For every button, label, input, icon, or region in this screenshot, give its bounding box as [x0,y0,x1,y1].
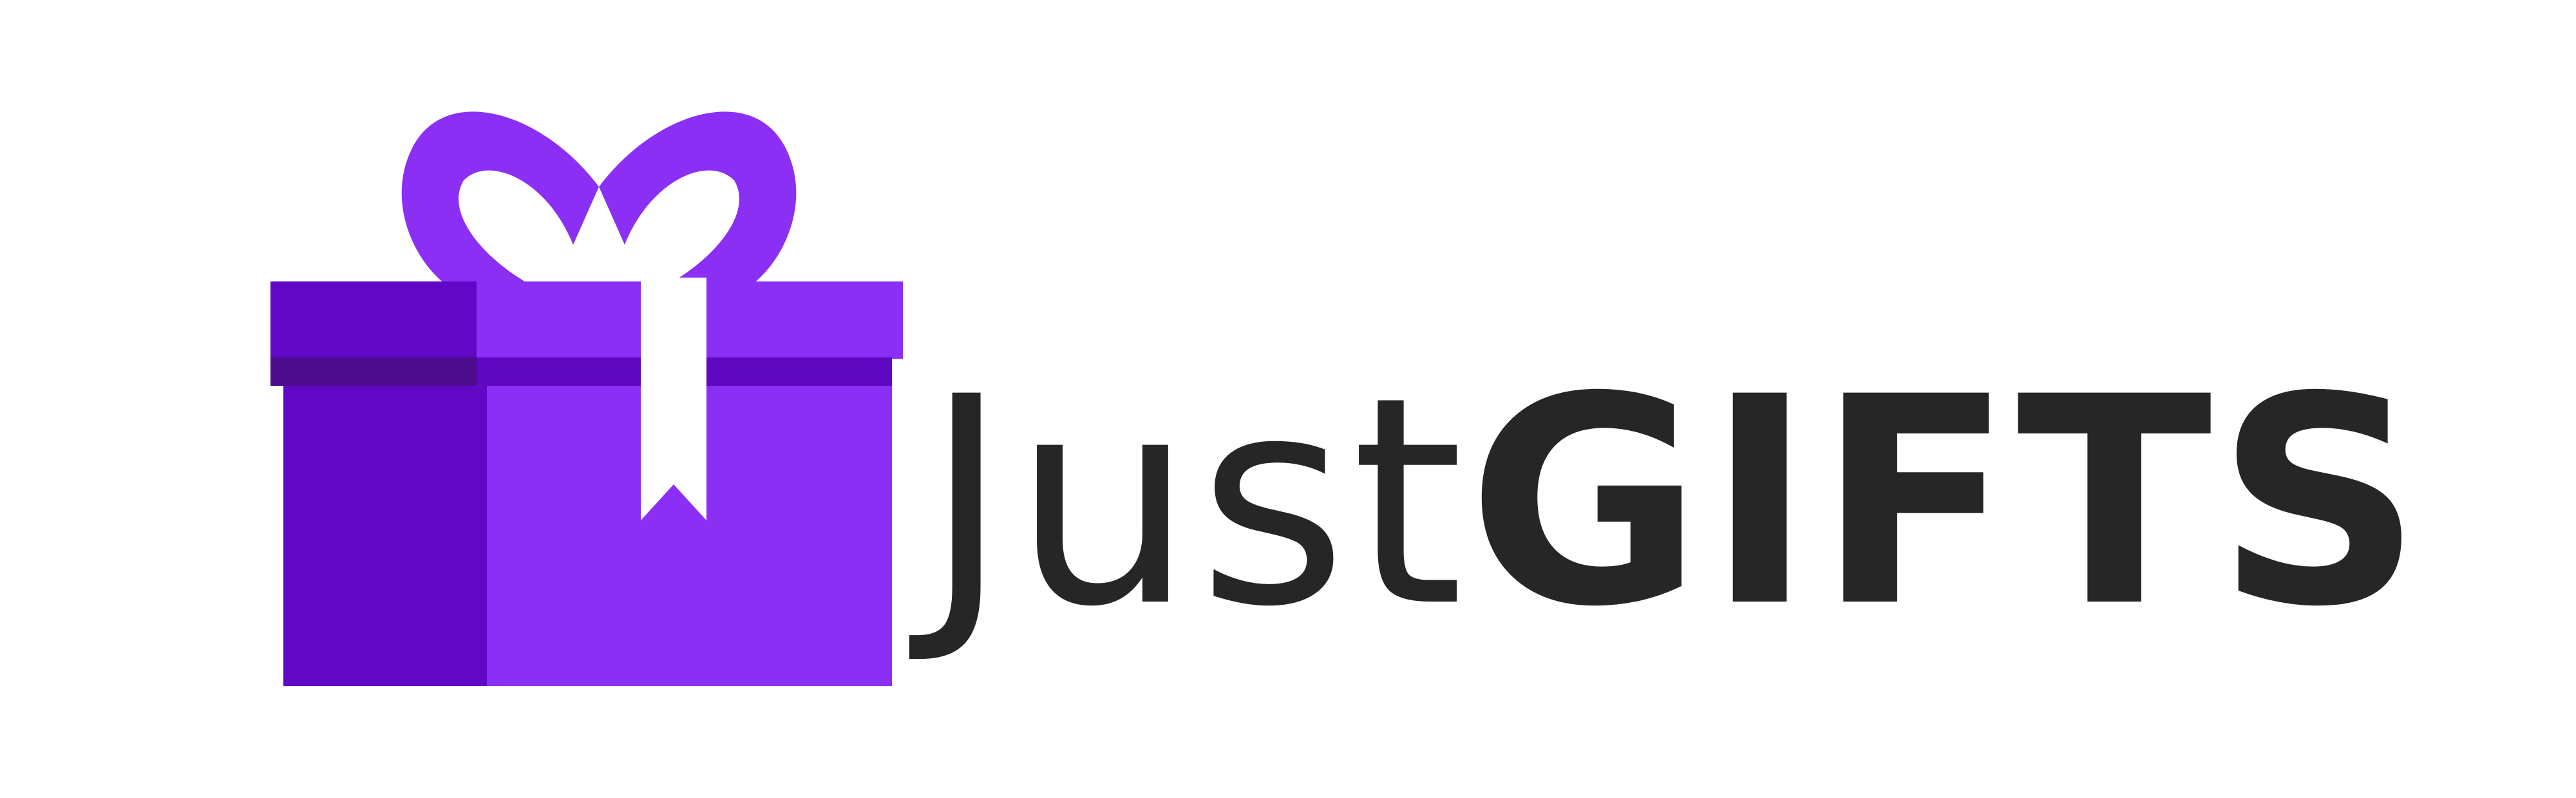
gift-ribbon-top [670,278,706,296]
brand-name-gifts: GIFTS [1467,335,2427,669]
gift-lid-band-dark [270,357,477,386]
brand-name-just: Just [924,335,1468,669]
gift-bow-left-bg [404,148,451,283]
gift-ribbon-tail-right [631,187,705,258]
brand-wordmark: Just GIFTS [924,335,2427,669]
gift-bow [401,111,797,284]
gift-body-shade [283,386,487,686]
gift-ribbon [641,278,706,520]
gift-bow-left-loop [401,111,599,284]
gift-ribbon-tail-left [496,187,570,258]
gift-bow-right-loop [599,111,797,284]
